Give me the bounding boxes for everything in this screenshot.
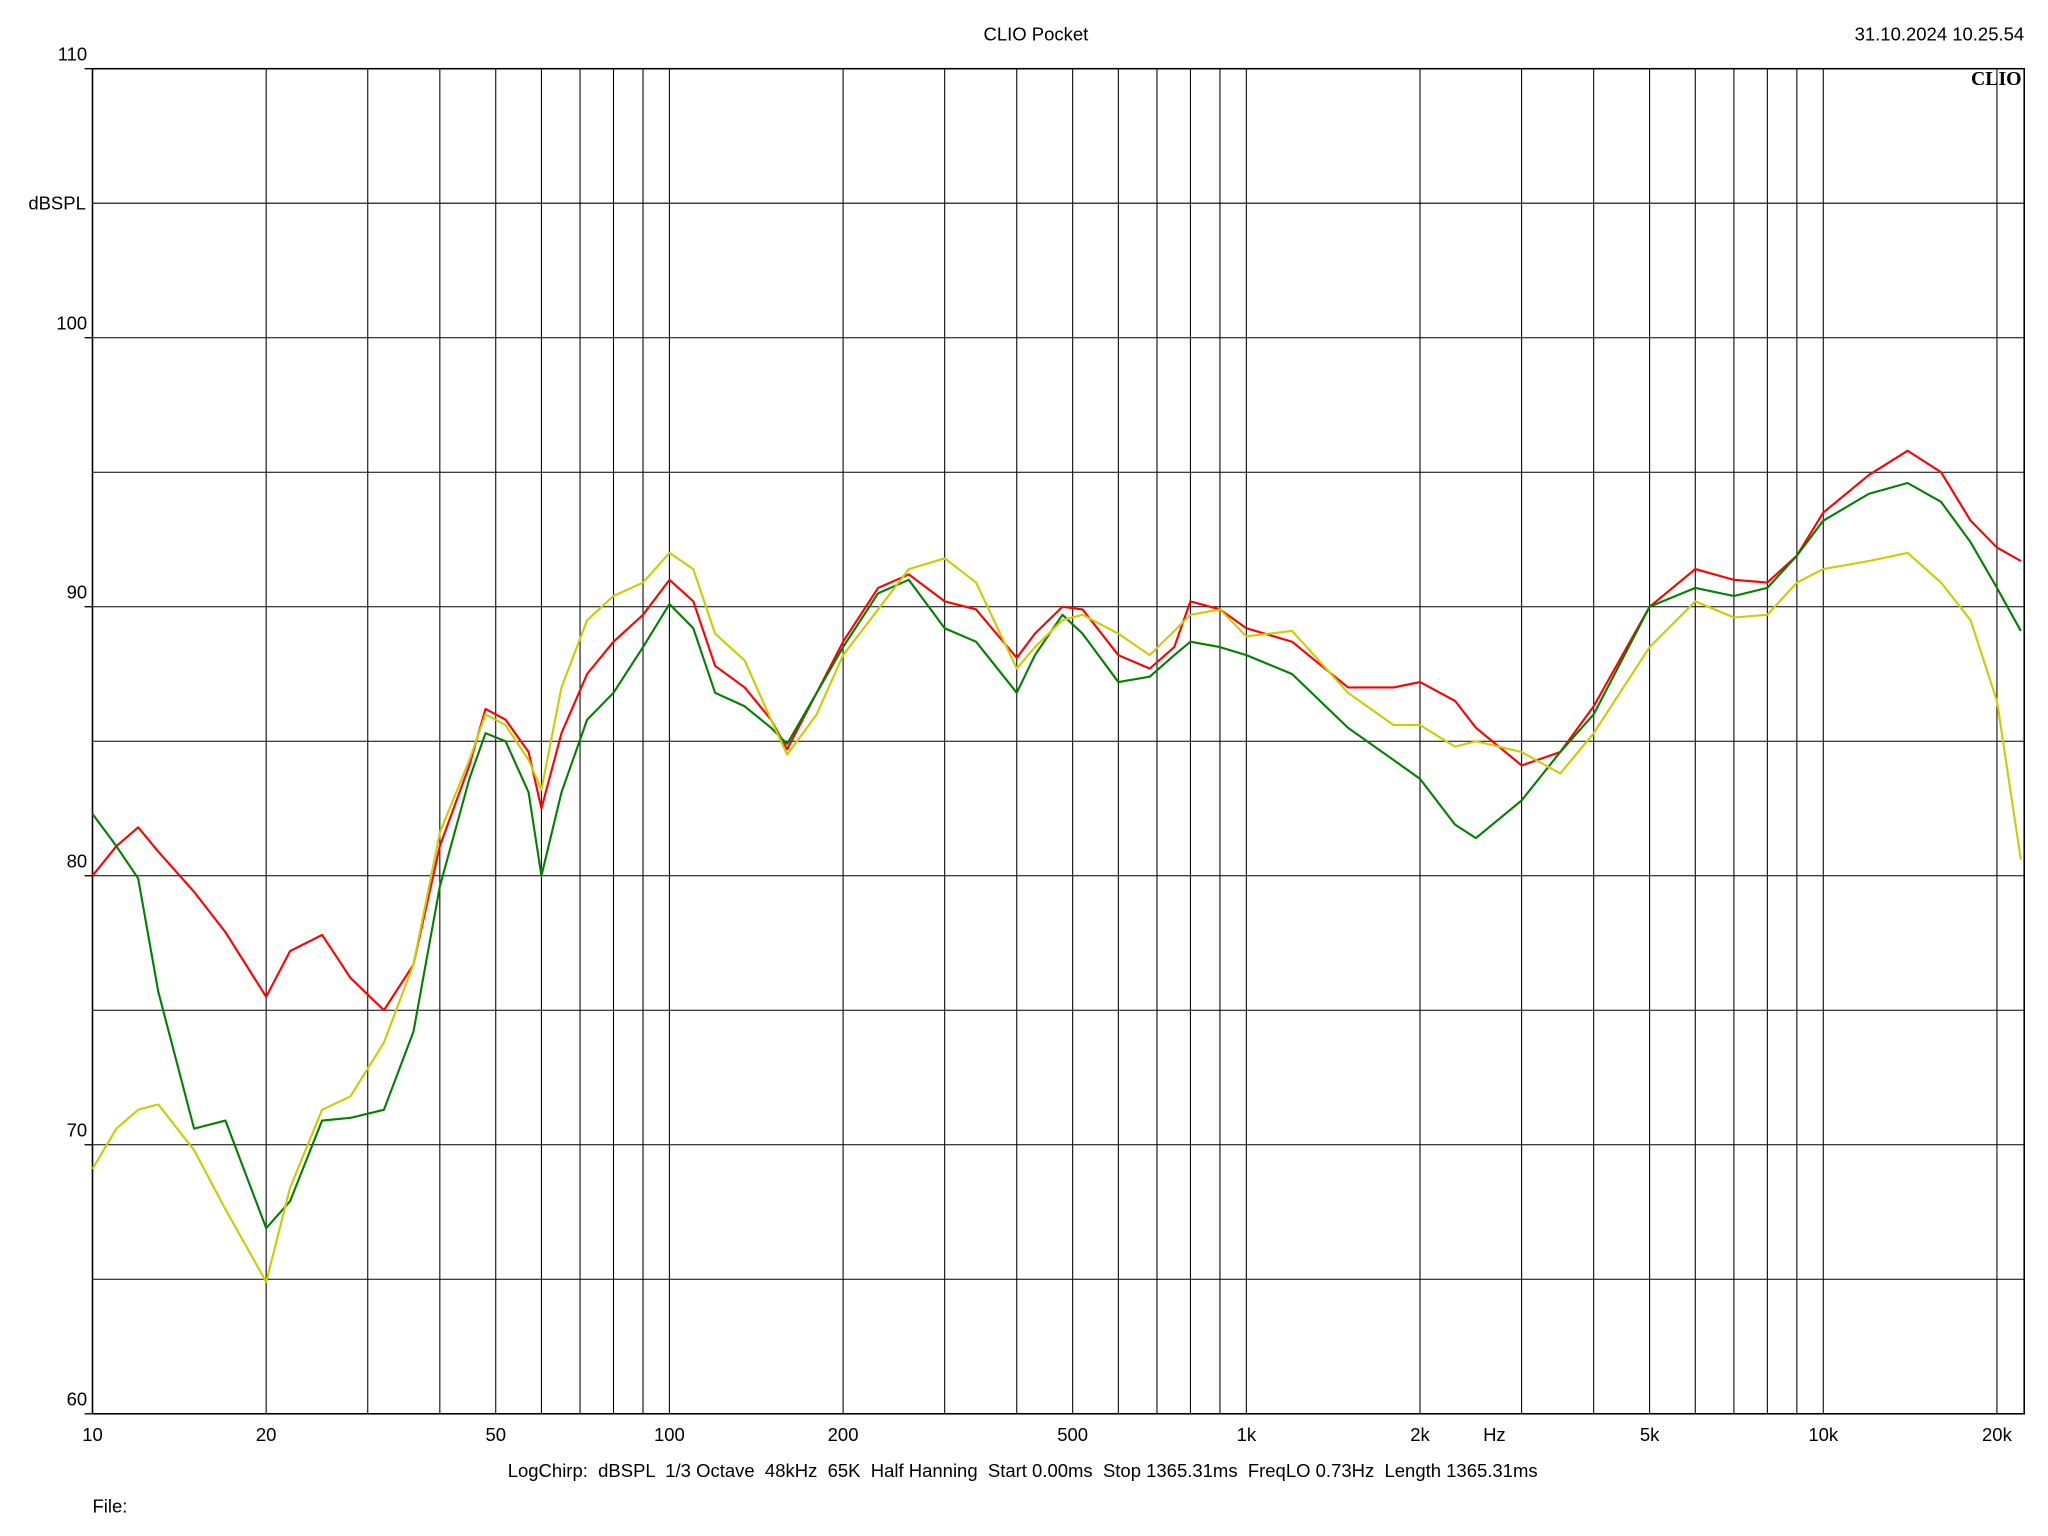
y-tick-label: 90: [67, 581, 88, 602]
series-line: [91, 481, 2022, 1230]
logo: CLIO: [1971, 68, 2022, 90]
x-tick-label: 20k: [1982, 1424, 2013, 1445]
x-tick-label: 5k: [1640, 1424, 1660, 1445]
y-tick-label: 80: [67, 850, 88, 871]
x-tick-label: 200: [828, 1424, 859, 1445]
x-tick-label: 50: [485, 1424, 506, 1445]
x-axis-label: Hz: [1483, 1424, 1506, 1445]
plot-frame: [91, 67, 2026, 1415]
y-tick-label: 100: [56, 312, 87, 333]
x-tick-label: 20: [256, 1424, 277, 1445]
y-tick-label: 70: [67, 1119, 88, 1140]
file-label: File:: [92, 1495, 127, 1516]
chart-title: CLIO Pocket: [983, 24, 1088, 45]
y-tick-label: 110: [58, 43, 87, 64]
y-tick-label: 60: [67, 1388, 88, 1409]
x-tick-label: 100: [654, 1424, 685, 1445]
x-tick-label: 10: [82, 1424, 103, 1445]
x-tick-label: 1k: [1237, 1424, 1257, 1445]
y-axis-label: dBSPL: [28, 193, 86, 214]
settings-line: LogChirp: dBSPL 1/3 Octave 48kHz 65K Hal…: [508, 1460, 1538, 1481]
timestamp: 31.10.2024 10.25.54: [1855, 24, 2025, 45]
x-tick-label: 2k: [1410, 1424, 1430, 1445]
series-line: [91, 449, 2022, 1012]
x-tick-label: 500: [1057, 1424, 1088, 1445]
series-line: [91, 551, 2022, 1284]
x-tick-label: 10k: [1808, 1424, 1839, 1445]
